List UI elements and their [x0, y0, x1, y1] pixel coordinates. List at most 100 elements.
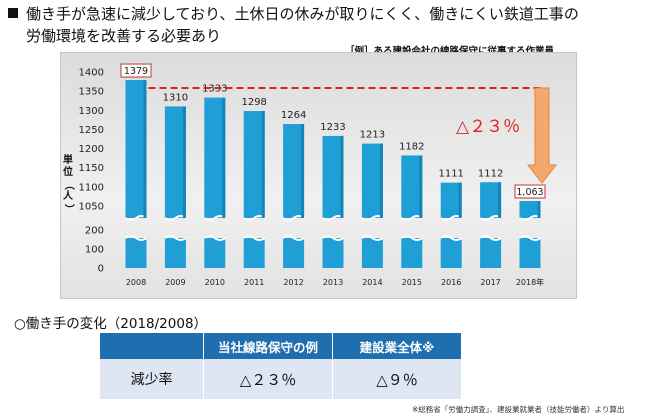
bar-lower-segment — [283, 238, 305, 268]
axis-break-mark — [361, 235, 384, 241]
table-header-blank — [100, 333, 204, 359]
axis-break-mark — [203, 235, 226, 241]
x-tick-label: 2018年 — [516, 277, 544, 287]
bar-shade — [182, 106, 186, 218]
bar-shade — [301, 124, 305, 218]
bar-lower-segment — [401, 238, 423, 268]
bar — [361, 143, 383, 218]
data-label: 1298 — [241, 97, 266, 108]
bar — [243, 111, 265, 218]
axis-break-mark — [361, 215, 384, 221]
axis-break-mark — [518, 215, 542, 221]
bar-lower-segment — [361, 238, 383, 268]
table-row: 減少率 △２３％ △９％ — [100, 359, 462, 399]
y-tick-label: 1400 — [79, 68, 104, 79]
axis-break-mark — [518, 235, 542, 241]
data-label: 1333 — [202, 84, 227, 95]
bar-shade — [419, 155, 423, 218]
table-header-industry: 建設業全体※ — [332, 333, 462, 359]
square-bullet-icon — [8, 8, 18, 18]
bar-lower-segment — [164, 238, 186, 268]
axis-break-mark — [440, 235, 463, 241]
axis-break-mark — [164, 235, 187, 241]
data-label: 1233 — [320, 122, 345, 133]
y-axis-label-char-1: 単 — [63, 155, 73, 166]
axis-break-mark — [243, 235, 266, 241]
bar — [164, 106, 186, 218]
data-label: 1213 — [360, 130, 385, 141]
y-tick-label: 0 — [98, 264, 104, 275]
data-label: 1112 — [478, 168, 503, 179]
x-tick-label: 2012 — [283, 278, 303, 287]
y-tick-label: 1200 — [79, 144, 104, 155]
y-tick-label: 1250 — [79, 125, 104, 136]
axis-break-mark — [400, 235, 423, 241]
axis-break-mark — [479, 235, 502, 241]
bar-lower-segment — [480, 238, 502, 268]
data-label: 1111 — [438, 169, 463, 180]
axis-break-mark — [164, 215, 187, 221]
y-tick-label: 1100 — [79, 182, 104, 193]
data-label: 1310 — [163, 92, 188, 103]
x-tick-label: 2016 — [441, 278, 461, 287]
heading-line-1: 働き手が急速に減少しており、土休日の休みが取りにくく、働きにくい鉄道工事の — [26, 5, 579, 23]
x-tick-label: 2010 — [205, 278, 225, 287]
table-cell-company: △２３％ — [203, 359, 333, 399]
y-tick-label: 200 — [85, 226, 104, 237]
x-tick-label: 2015 — [402, 278, 422, 287]
axis-break-mark — [321, 235, 345, 241]
table-header-row: 当社線路保守の例 建設業全体※ — [100, 333, 462, 359]
axis-break-mark — [203, 215, 226, 221]
axis-break-mark — [282, 235, 305, 241]
table-cell-industry: △９％ — [332, 359, 462, 399]
x-tick-label: 2017 — [480, 278, 500, 287]
bar — [204, 97, 226, 218]
bar-lower-segment — [322, 238, 344, 268]
y-axis-label-char-4: 人 — [63, 191, 73, 202]
data-label: 1,063 — [516, 187, 543, 198]
data-label-box — [120, 63, 152, 78]
bar — [401, 155, 423, 218]
bar — [519, 201, 541, 218]
axis-break-mark — [400, 215, 423, 221]
bar-shade — [261, 111, 265, 218]
y-tick-label: 1300 — [79, 106, 104, 117]
axis-break-mark — [282, 215, 305, 221]
y-tick-label: 100 — [85, 245, 104, 256]
x-tick-label: 2009 — [165, 278, 185, 287]
bar — [283, 124, 305, 218]
y-axis-label-char-3: （ — [63, 180, 74, 190]
y-axis-label-char-2: 位 — [63, 167, 73, 178]
x-tick-label: 2013 — [323, 278, 343, 287]
bar-shade — [537, 201, 541, 218]
bar — [322, 135, 344, 218]
footnote: ※総務省「労働力調査」、建設業就業者（技能労働者）より算出 — [412, 405, 625, 414]
y-tick-label: 1050 — [79, 202, 104, 213]
bar-lower-segment — [125, 238, 147, 268]
bar-shade — [498, 182, 502, 218]
bar-shade — [340, 135, 344, 218]
bar-shade — [379, 143, 383, 218]
table-header-company: 当社線路保守の例 — [203, 333, 333, 359]
axis-break-mark — [321, 215, 345, 221]
axis-break-mark — [440, 215, 463, 221]
comparison-table: 当社線路保守の例 建設業全体※ 減少率 △２３％ △９％ — [100, 333, 462, 399]
axis-break-mark — [479, 215, 502, 221]
x-tick-label: 2011 — [244, 278, 264, 287]
data-label-box — [514, 184, 546, 199]
heading-line-2: 労働環境を改善する必要あり — [26, 27, 222, 45]
x-tick-label: 2014 — [362, 278, 382, 287]
chart-sublabel: ［例］ある建設会社の線路保守に従事する作業員 — [345, 43, 554, 57]
bar-lower-segment — [204, 238, 226, 268]
bar-shade — [458, 182, 462, 218]
bar-lower-segment — [243, 238, 265, 268]
table-row-label: 減少率 — [100, 359, 204, 399]
bar-lower-segment — [519, 238, 541, 268]
page-heading: 働き手が急速に減少しており、土休日の休みが取りにくく、働きにくい鉄道工事の 労働… — [6, 3, 646, 47]
axis-break-mark — [124, 235, 148, 241]
bar-shade — [143, 80, 147, 218]
y-tick-label: 1150 — [79, 163, 104, 174]
decrease-arrow — [526, 87, 558, 184]
decrease-annotation: △２３％ — [456, 117, 520, 137]
